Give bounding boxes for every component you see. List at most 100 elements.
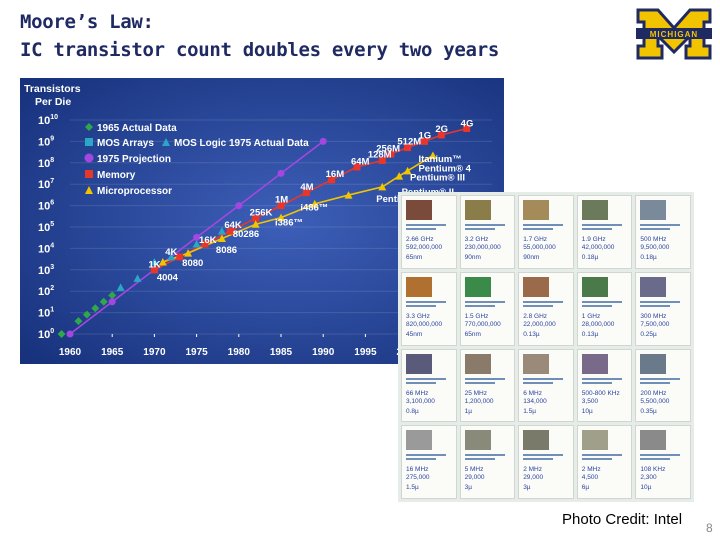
x-tick-label: 1960 <box>59 347 82 358</box>
chart-annotation: i386™ <box>275 217 303 228</box>
card-divider <box>640 458 671 461</box>
card-node: 0.8µ <box>406 407 419 415</box>
card-value: 300 MHz <box>640 312 667 320</box>
chart-annotation: 8080 <box>182 258 203 269</box>
processor-die-photo <box>406 276 432 297</box>
legend-marker-1965-actual <box>85 123 93 131</box>
card-node: 10µ <box>640 484 652 492</box>
slide-title: Moore’s Law: IC transistor count doubles… <box>20 8 499 64</box>
card-value: 25 MHz <box>464 389 487 397</box>
data-point-series-4 <box>277 202 285 210</box>
data-point-series-5 <box>395 172 404 180</box>
card-value: 1.5 GHz <box>464 312 489 320</box>
card-divider <box>640 224 681 226</box>
data-point-series-0 <box>82 310 91 319</box>
processor-card: 108 KHz 2,300 10µ <box>635 425 691 499</box>
chart-annotation: 256K <box>250 207 273 218</box>
processor-die-photo <box>581 276 608 297</box>
chart-annotation: 1G <box>418 130 431 141</box>
processor-card: 1.7 GHz 55,000,000 90nm <box>518 195 574 269</box>
data-point-series-5 <box>344 191 353 199</box>
chart-annotation: 4M <box>300 182 313 193</box>
data-point-series-5 <box>403 166 412 175</box>
card-count: 3,500 <box>581 397 599 405</box>
card-divider <box>640 454 681 457</box>
data-point-series-0 <box>74 317 83 326</box>
chart-annotation: 512M <box>397 137 421 148</box>
chart-annotation: 80286 <box>233 229 259 240</box>
card-count: 230,000,000 <box>464 244 501 251</box>
legend-marker-1975-projection <box>84 153 94 163</box>
card-value: 1.9 GHz <box>581 236 606 243</box>
card-node: 0.13µ <box>581 330 599 338</box>
processor-die-photo <box>640 200 667 220</box>
card-node: 0.35µ <box>640 407 657 415</box>
chart-annotation: 16M <box>326 169 345 180</box>
processor-die-photo <box>640 430 667 451</box>
card-divider <box>640 300 681 303</box>
card-count: 5,500,000 <box>640 397 670 405</box>
card-divider <box>464 224 505 226</box>
chart-annotation: 64K <box>224 220 242 231</box>
legend-label-microprocessor: Microprocessor <box>97 186 172 197</box>
card-value: 1 GHz <box>581 312 601 320</box>
data-point-series-0 <box>99 297 108 306</box>
data-point-series-4 <box>387 150 395 158</box>
card-count: 3,100,000 <box>406 397 435 405</box>
card-count: 770,000,000 <box>464 320 501 328</box>
processor-card: 300 MHz 7,500,000 0.25µ <box>635 271 691 346</box>
card-count: 4,500 <box>581 474 599 482</box>
processor-die-photo <box>464 430 491 451</box>
card-count: 28,000,000 <box>581 320 615 328</box>
x-tick-label: 1980 <box>228 347 251 358</box>
processor-die-photo <box>464 200 491 220</box>
card-divider <box>406 228 436 230</box>
x-tick-label: 1995 <box>354 347 377 358</box>
legend-marker-microprocessor <box>85 186 93 194</box>
card-count: 2,300 <box>640 474 657 482</box>
processor-card: 2 MHz 29,000 3µ <box>518 425 574 499</box>
processor-die-photo <box>464 276 491 297</box>
page-number: 8 <box>706 521 713 535</box>
card-value: 66 MHz <box>406 389 429 397</box>
y-tick-label: 102 <box>38 285 54 298</box>
card-node: 45nm <box>406 330 423 338</box>
processor-die-photo <box>523 276 550 297</box>
legend-marker-memory <box>85 170 93 178</box>
processor-die-photo <box>523 353 550 374</box>
data-point-series-0 <box>108 291 117 300</box>
card-node: 3µ <box>523 484 531 492</box>
chart-annotation: 1M <box>275 194 288 205</box>
processor-card: 2.8 GHz 22,000,000 0.13µ <box>518 271 574 346</box>
card-count: 134,000 <box>523 397 547 405</box>
card-count: 592,000,000 <box>406 244 443 251</box>
chart-annotation: 16K <box>199 235 217 246</box>
data-point-series-3 <box>319 137 327 145</box>
processor-die-photo <box>406 430 432 451</box>
legend-label-memory: Memory <box>97 170 136 181</box>
card-count: 7,500,000 <box>640 320 670 328</box>
card-divider <box>581 454 622 457</box>
y-tick-label: 105 <box>38 221 54 234</box>
chart-annotation: 4G <box>461 118 474 129</box>
card-node: 90nm <box>464 254 481 261</box>
card-divider <box>581 377 622 380</box>
card-count: 1,200,000 <box>464 397 494 405</box>
data-point-series-4 <box>328 176 336 184</box>
card-divider <box>581 458 612 461</box>
michigan-logo: MICHIGAN <box>636 8 712 60</box>
data-point-series-3 <box>193 233 201 241</box>
chart-annotation: 8086 <box>216 245 237 256</box>
card-node: 1.5µ <box>523 407 536 415</box>
card-divider <box>523 377 564 380</box>
data-point-series-4 <box>404 144 412 152</box>
chart-annotation: 256M <box>376 143 400 154</box>
processor-card: 3.3 GHz 820,000,000 45nm <box>401 271 457 346</box>
processor-die-photo <box>523 200 550 220</box>
legend-label-mos-logic: MOS Logic 1975 Actual Data <box>174 138 309 149</box>
card-divider <box>523 228 554 230</box>
card-divider <box>406 454 446 457</box>
data-point-series-1 <box>217 227 226 235</box>
processor-card: 16 MHz 275,000 1.5µ <box>401 425 457 499</box>
data-point-series-0 <box>91 304 100 313</box>
